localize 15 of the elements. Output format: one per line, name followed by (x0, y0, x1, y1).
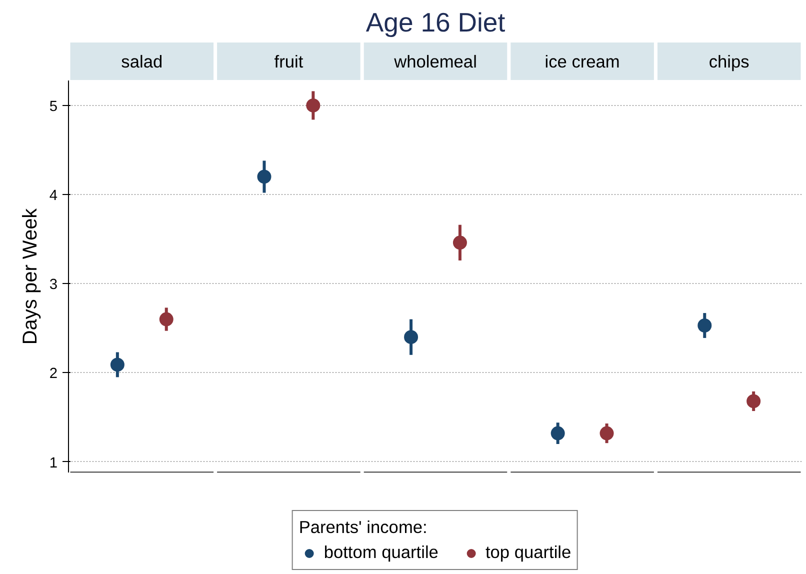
chart-title: Age 16 Diet (366, 8, 506, 38)
legend-label: bottom quartile (324, 542, 438, 563)
y-tick-label: 1 (49, 455, 58, 472)
x-tick-label: fruit (274, 52, 304, 72)
x-tick-label: wholemeal (393, 52, 477, 72)
legend-title: Parents' income: (298, 517, 428, 538)
x-tick-label: chips (708, 52, 750, 72)
y-tick-label: 3 (49, 277, 58, 294)
x-tick-label: salad (121, 52, 163, 72)
legend-label: top quartile (485, 542, 572, 563)
y-tick-label: 2 (49, 366, 58, 382)
y-axis-title: Days per Week (19, 207, 42, 345)
x-tick-label: ice cream (544, 52, 620, 72)
y-tick-label: 4 (49, 188, 58, 204)
y-tick-label: 5 (49, 98, 58, 115)
